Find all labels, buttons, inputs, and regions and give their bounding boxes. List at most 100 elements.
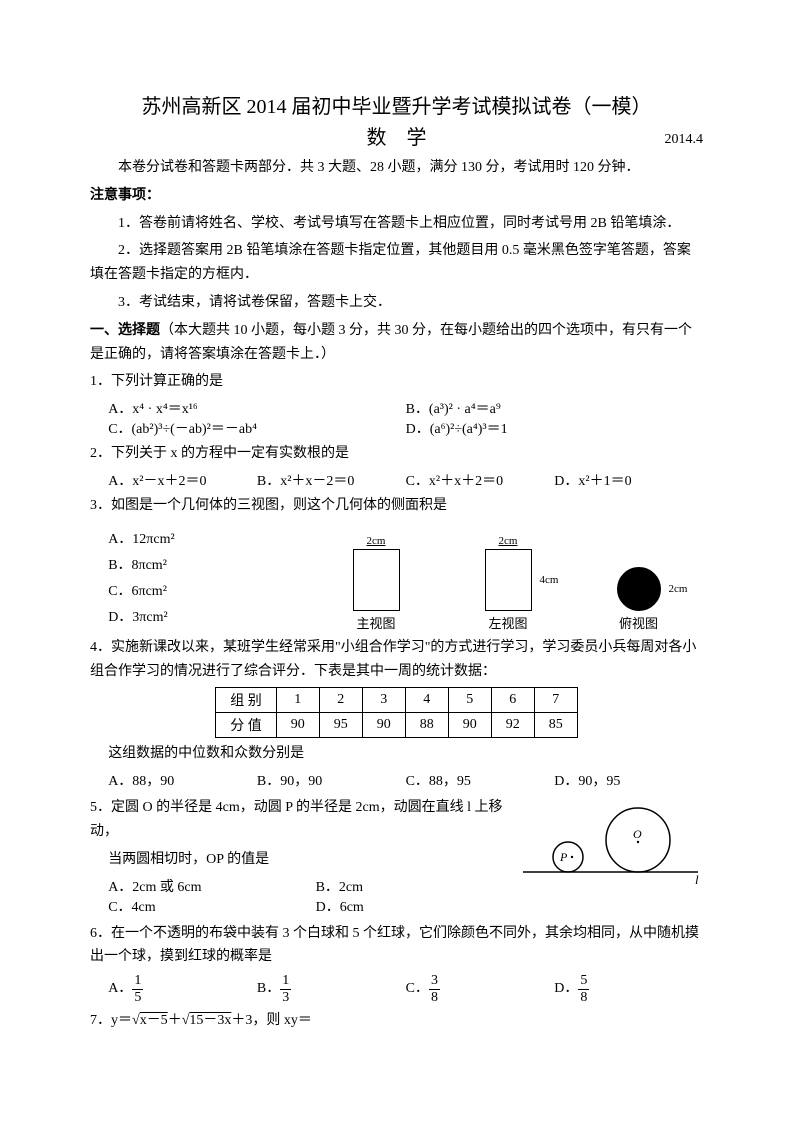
q7-pre: 7．y＝ [90,1013,132,1028]
q5-opt-a: A．2cm 或 6cm [108,876,315,896]
line-l-label: l [695,872,699,887]
top-view-circle: 2cm [617,567,661,611]
q3-opt-b: B．8πcm² [108,554,310,574]
q3-stem: 3．如图是一个几何体的三视图，则这个几何体的侧面积是 [90,494,703,518]
notice-2: 2．选择题答案用 2B 铅笔填涂在答题卡指定位置，其他题目用 0.5 毫米黑色签… [90,239,703,287]
exam-page: 苏州高新区 2014 届初中毕业暨升学考试模拟试卷（一模） 数 学 2014.4… [0,0,793,1077]
section-1-desc: （本大题共 10 小题，每小题 3 分，共 30 分，在每小题给出的四个选项中，… [90,323,692,362]
q5-stem2: 当两圆相切时，OP 的值是 [108,848,523,872]
left-view-box: 2cm 4cm [485,549,532,611]
q4-opt-d: D．90，95 [554,770,703,790]
q5-figure: l P O [523,792,703,892]
q7-plus1: ＋ [168,1013,182,1028]
q5-left: 5．定圆 O 的半径是 4cm，动圆 P 的半径是 2cm，动圆在直线 l 上移… [90,792,523,917]
q1-stem: 1．下列计算正确的是 [90,370,703,394]
q5-opt-d: D．6cm [316,896,523,916]
left-width: 2cm [486,535,531,547]
front-view: 2cm 主视图 [353,549,400,632]
notice-label: 注意事项： [90,184,703,208]
q4-v1: 90 [276,713,319,738]
top-view-label: 俯视图 [617,613,661,632]
page-title: 苏州高新区 2014 届初中毕业暨升学考试模拟试卷（一模） [90,90,703,119]
q3-figures: 2cm 主视图 2cm 4cm 左视图 2cm 俯视图 [310,522,703,632]
circles-diagram-icon: l P O [523,792,703,892]
q1-opt-c: C．(ab²)³÷(－ab)²＝－ab⁴ [108,418,405,438]
q4-h6: 6 [491,688,534,713]
q6-a-pre: A． [108,981,132,996]
q6-stem: 6．在一个不透明的布袋中装有 3 个白球和 5 个红球，它们除颜色不同外，其余均… [90,922,703,970]
q7-sqrt2: 15－3x [189,1013,231,1028]
q6-a-n: 1 [132,973,143,989]
q6-a-d: 5 [132,990,143,1005]
q4-v7: 85 [534,713,577,738]
intro-text: 本卷分试卷和答题卡两部分．共 3 大题、28 小题，满分 130 分，考试用时 … [90,156,703,180]
q6-c-d: 8 [429,990,440,1005]
q2-options: A．x²－x＋2＝0 B．x²＋x－2＝0 C．x²＋x＋2＝0 D．x²＋1＝… [108,470,703,490]
q4-header-row: 组 别 1 2 3 4 5 6 7 [216,688,578,713]
q6-b-pre: B． [257,981,280,996]
q6-opt-b: B．13 [257,973,406,1005]
q6-opt-d: D．58 [554,973,703,1005]
q6-d-d: 8 [578,990,589,1005]
q1-options: A．x⁴ · x⁴＝x¹⁶ B．(a³)² · a⁴＝a⁹ C．(ab²)³÷(… [108,398,703,438]
q4-h5: 5 [448,688,491,713]
q7-stem: 7．y＝√x－5＋√15－3x＋3，则 xy＝ [90,1009,703,1033]
q6-c-pre: C． [406,981,429,996]
q5-opt-c: C．4cm [108,896,315,916]
notice-3: 3．考试结束，请将试卷保留，答题卡上交． [90,291,703,315]
q2-opt-c: C．x²＋x＋2＝0 [406,470,555,490]
q6-opt-c: C．38 [406,973,555,1005]
q4-table: 组 别 1 2 3 4 5 6 7 分 值 90 95 90 88 90 92 … [215,687,578,738]
q6-d-n: 5 [578,973,589,989]
q6-options: A．15 B．13 C．38 D．58 [108,973,703,1005]
q6-b-n: 1 [280,973,291,989]
circle-o-label: O [633,827,642,841]
notice-1: 1．答卷前请将姓名、学校、考试号填写在答题卡上相应位置，同时考试号用 2B 铅笔… [90,212,703,236]
q7-sqrt1: x－5 [140,1013,168,1028]
q4-v6: 92 [491,713,534,738]
q4-h2: 2 [319,688,362,713]
left-view: 2cm 4cm 左视图 [485,549,532,632]
q2-opt-b: B．x²＋x－2＝0 [257,470,406,490]
exam-date: 2014.4 [665,132,704,148]
q4-opt-c: C．88，95 [406,770,555,790]
q4-stem1: 4．实施新课改以来，某班学生经常采用"小组合作学习"的方式进行学习，学习委员小兵… [90,636,703,684]
q5-stem1: 5．定圆 O 的半径是 4cm，动圆 P 的半径是 2cm，动圆在直线 l 上移… [90,796,523,844]
q5-row: 5．定圆 O 的半径是 4cm，动圆 P 的半径是 2cm，动圆在直线 l 上移… [90,792,703,917]
q6-d-pre: D． [554,981,578,996]
front-view-label: 主视图 [353,613,400,632]
q3-opt-c: C．6πcm² [108,580,310,600]
circle-p-label: P [559,850,568,864]
subject: 数 学 [367,127,427,149]
q4-value-row: 分 值 90 95 90 88 90 92 85 [216,713,578,738]
subject-row: 数 学 2014.4 [90,121,703,150]
q4-v3: 90 [362,713,405,738]
q5-opt-b: B．2cm [316,876,523,896]
section-1: 一、选择题（本大题共 10 小题，每小题 3 分，共 30 分，在每小题给出的四… [90,319,703,367]
q4-h7: 7 [534,688,577,713]
q3-opt-a: A．12πcm² [108,528,310,548]
q1-opt-b: B．(a³)² · a⁴＝a⁹ [406,398,703,418]
q1-opt-a: A．x⁴ · x⁴＝x¹⁶ [108,398,405,418]
q2-opt-a: A．x²－x＋2＝0 [108,470,257,490]
left-height: 4cm [540,574,559,586]
q7-tail: ＋3，则 xy＝ [231,1013,312,1028]
q4-h4: 4 [405,688,448,713]
section-1-heading: 一、选择题 [90,323,160,338]
q4-rl: 分 值 [216,713,277,738]
q4-h0: 组 别 [216,688,277,713]
q4-v4: 88 [405,713,448,738]
top-view: 2cm 俯视图 [617,567,661,632]
front-width: 2cm [354,535,399,547]
q1-opt-d: D．(a⁶)²÷(a⁴)³＝1 [406,418,703,438]
q3-row: A．12πcm² B．8πcm² C．6πcm² D．3πcm² 2cm 主视图… [90,522,703,632]
front-view-box: 2cm [353,549,400,611]
q2-opt-d: D．x²＋1＝0 [554,470,703,490]
q5-options: A．2cm 或 6cm B．2cm C．4cm D．6cm [108,876,523,916]
q6-b-d: 3 [280,990,291,1005]
q4-v2: 95 [319,713,362,738]
q2-stem: 2．下列关于 x 的方程中一定有实数根的是 [90,442,703,466]
q3-opt-d: D．3πcm² [108,606,310,626]
q4-h3: 3 [362,688,405,713]
q4-h1: 1 [276,688,319,713]
